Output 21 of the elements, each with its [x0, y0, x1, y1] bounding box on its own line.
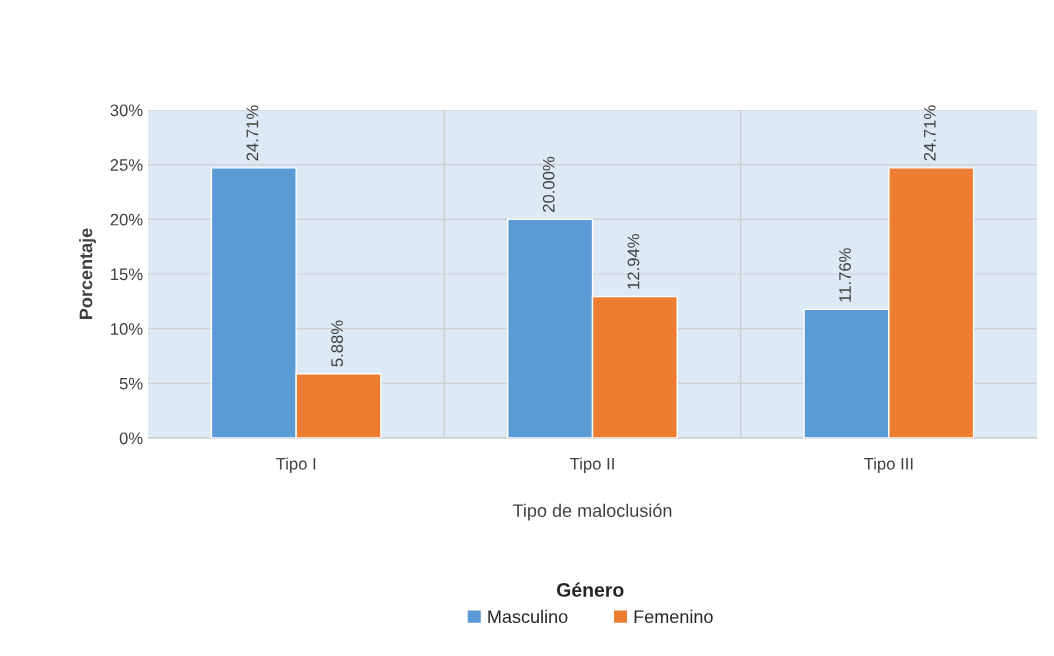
data-label: 20.00% [542, 156, 555, 212]
legend-label: Masculino [488, 609, 568, 624]
legend-label: Femenino [634, 609, 713, 624]
data-label: 24.71% [246, 105, 259, 161]
y-tick-label: 15% [111, 268, 143, 281]
y-tick-label: 25% [110, 159, 143, 171]
y-tick-label: 10% [111, 323, 143, 335]
y-tick-label: 0% [119, 432, 143, 445]
data-label: 24.71% [923, 105, 936, 161]
x-tick-label: Tipo II [570, 457, 614, 473]
y-axis-title: Porcentaje [79, 228, 96, 319]
data-label: 12.94% [627, 234, 640, 289]
x-tick-label: Tipo III [864, 457, 913, 473]
x-tick-label: Tipo I [276, 457, 316, 473]
y-tick-label: 30% [110, 104, 143, 117]
y-tick-label: 5% [119, 377, 143, 390]
data-label: 5.88% [331, 320, 344, 367]
x-axis-title: Tipo de maloclusión [512, 503, 672, 521]
legend-title: Género [557, 582, 624, 597]
data-label: 11.76% [839, 248, 851, 302]
y-tick-label: 20% [110, 213, 143, 226]
